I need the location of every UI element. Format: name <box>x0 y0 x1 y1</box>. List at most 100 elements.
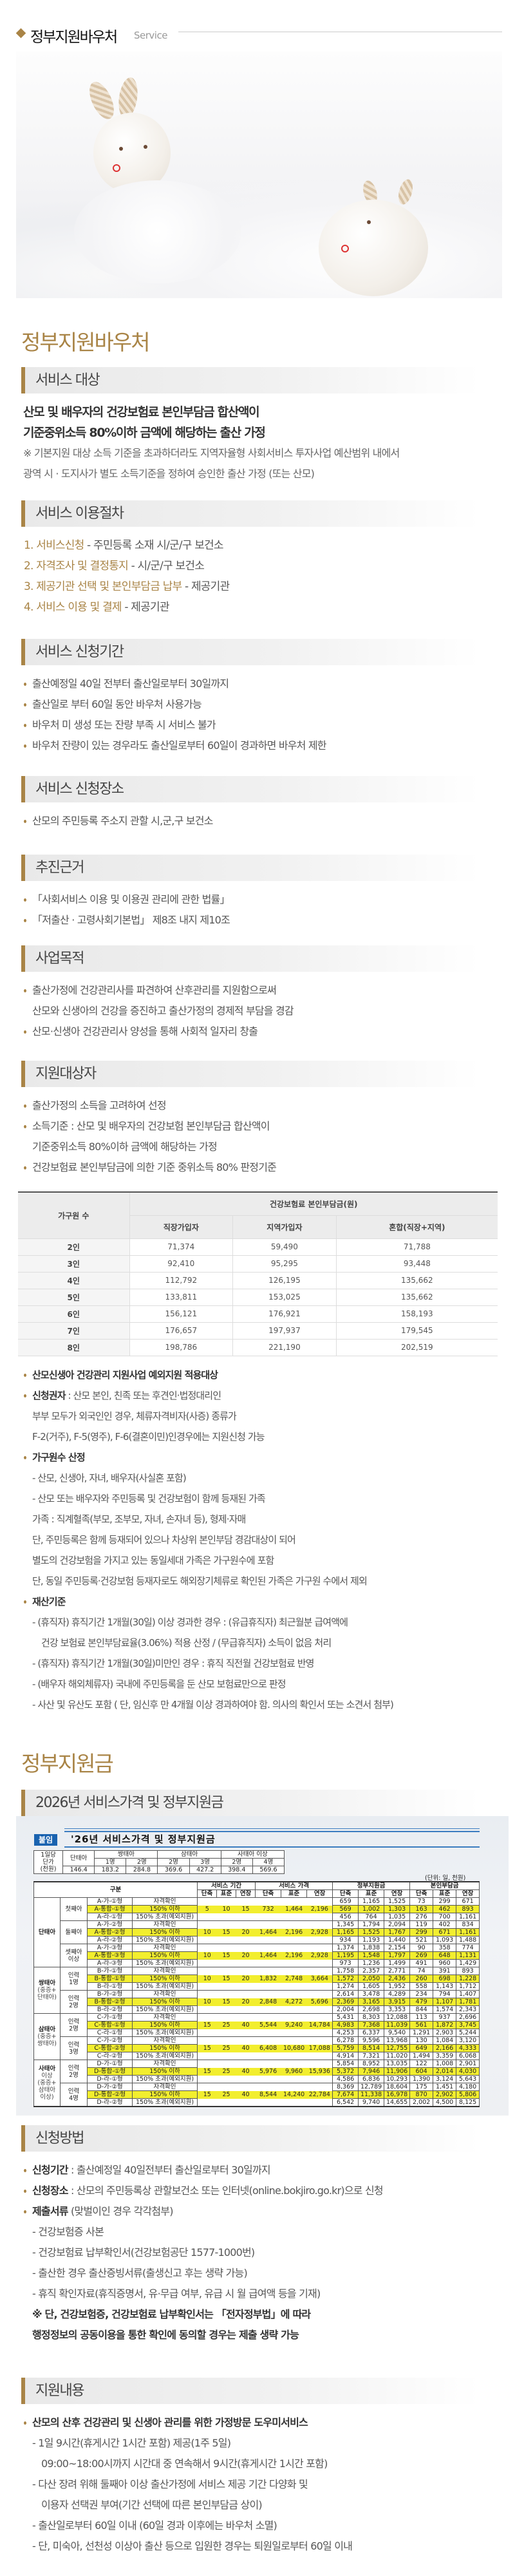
self-pay: 299 <box>433 1897 457 1906</box>
self-pay: 4,500 <box>433 2098 457 2107</box>
table-row: D-라-②형 150% 초과(예외지원) 6,542 9,740 14,655 2,002… <box>34 2098 480 2107</box>
hero-image-plush-toys <box>16 52 502 298</box>
voucher-code: A-통합-①형 <box>87 1905 133 1913</box>
table-row: B-라-②형 150% 초과(예외지원) 2,004 2,698 3,353 844 1,5… <box>34 2005 480 2014</box>
premium-value: 153,025 <box>232 1289 337 1306</box>
line-text: - 산모 또는 배우자와 주민등록 및 건강보험이 함께 등재된 가족 <box>32 1493 266 1504</box>
household-size: 2인 <box>18 1238 130 1256</box>
line-text: 출산가정의 소득을 고려하여 선정 <box>32 1099 167 1112</box>
unit-label: (단위: 일, 천원) <box>425 1875 466 1882</box>
list-line: 행정정보의 공동이용을 통한 확인에 동의할 경우는 제출 생략 가능 <box>21 2325 504 2345</box>
service-price: 5,696 <box>306 1990 333 2014</box>
gov-support: 456 <box>332 1913 359 1921</box>
gov-support: 5,854 <box>332 2060 359 2068</box>
line-text: 별도의 건강보험을 가지고 있는 동일세대 가족은 가구원수에 포함 <box>32 1555 274 1566</box>
income-criteria: 자격확인 <box>131 2083 198 2091</box>
self-pay: 2,696 <box>456 2013 480 2022</box>
self-pay: 391 <box>433 1967 457 1975</box>
service-period: 15 <box>216 1967 236 1991</box>
list-line: ※ 기본지원 대상 소득 기준을 초과하더라도 지역자율형 사회서비스 투자사업… <box>21 443 504 464</box>
service-price-table: 구분 서비스 기간 서비스 가격 정부지원금 본인부담금 단축 표준 연장 단축 표준 연장 단축 표준… <box>33 1881 480 2107</box>
service-period: 15 <box>197 2013 217 2037</box>
voucher-code: B-통합-②형 <box>87 1998 133 2006</box>
income-criteria: 자격확인 <box>131 2036 198 2045</box>
gov-support: 6,542 <box>332 2098 359 2107</box>
self-pay: 1,161 <box>456 1928 480 1937</box>
list-line: 별도의 건강보험을 가지고 있는 동일세대 가족은 가구원수에 포함 <box>21 1550 504 1571</box>
voucher-code: B-가-②형 <box>87 1990 133 1998</box>
line-text: 산모의 주민등록 주소지 관할 시,군,구 보건소 <box>32 815 213 827</box>
gov-support: 3,353 <box>384 2005 411 2014</box>
order-or-staff: 인력 1명 <box>60 1967 88 1991</box>
table-row: A-라-②형 150% 초과(예외지원) 934 1,193 1,440 521 1,093… <box>34 1936 480 1944</box>
self-pay: 671 <box>433 1928 457 1937</box>
gov-support: 7,674 <box>332 2090 359 2099</box>
service-price: 1,464 <box>255 1920 281 1944</box>
voucher-code: D-가-②형 <box>87 2083 133 2091</box>
service-price: 1,464 <box>255 1944 281 1967</box>
self-pay: 269 <box>409 1951 434 1960</box>
gov-support: 13,968 <box>384 2036 411 2045</box>
self-pay: 3,359 <box>433 2052 457 2060</box>
service-price: 2,196 <box>306 1897 333 1921</box>
table-row: C-라-①형 150% 초과(예외지원) 4,253 6,337 9,540 1,291 2… <box>34 2029 480 2037</box>
self-pay: 1,291 <box>409 2029 434 2037</box>
self-pay: 1,781 <box>456 1998 480 2006</box>
birth-type: 쌍태아 (중증+ 단태아) <box>33 1967 61 2014</box>
order-or-staff: 인력 2명 <box>60 2060 88 2083</box>
list-line: 재산기준 <box>21 1591 504 1612</box>
single-birth: 단태아 <box>62 1850 95 1866</box>
gov-support: 8,952 <box>358 2060 385 2068</box>
list-line: 산모 및 배우자의 건강보험료 본인부담금 합산액이 <box>21 402 504 422</box>
line-text: 09:00~18:00시까지 시간대 중 연속해서 9시간(휴게시간 1시간 포… <box>41 2458 328 2470</box>
birth-group: 삼태아 <box>157 1850 221 1859</box>
gov-support: 4,914 <box>332 2052 359 2060</box>
header-subtitle: Service <box>134 30 167 41</box>
self-pay: 130 <box>409 2036 434 2045</box>
table-row: A-통합-②형 150% 이하 1,165 1,525 1,767 299 671 1,161 <box>34 1928 480 1937</box>
gov-support: 1,548 <box>358 1951 385 1960</box>
voucher-title: 정부지원바우처 <box>21 330 151 355</box>
order-or-staff: 첫째아 <box>60 1897 88 1921</box>
line-text: - 휴직 확인자료(휴직증명서, 유·무급 여부, 유급 시 월 급여액 등을 … <box>32 2287 321 2300</box>
birth-type-line: 단태아) <box>37 1994 57 2001</box>
price-table-title: '26년 서비스가격 및 정부지원금 <box>64 1828 480 1848</box>
household-size: 7인 <box>18 1322 130 1340</box>
daily-rate: 284.8 <box>126 1866 158 1874</box>
list-line: 2. 자격조사 및 결정통지 - 시/군/구 보건소 <box>21 556 504 576</box>
table-row: B-통합-①형 150% 이하 1,572 2,050 2,436 260 698 1,228 <box>34 1975 480 1983</box>
table-row: 셋째아 이상 A-가-③형 자격확인 10 15 20 1,464 2,196 2,928 1,37… <box>34 1944 480 1967</box>
table-row: B-통합-②형 150% 이하 2,369 3,165 3,915 479 1,107 1,7… <box>34 1998 480 2006</box>
staff-count: 2명 <box>157 1858 190 1866</box>
gov-support: 2,004 <box>332 2005 359 2014</box>
table-row: 2인 71,374 59,490 71,788 <box>18 1238 498 1256</box>
gov-support: 1,838 <box>358 1944 385 1952</box>
self-pay: 5,244 <box>456 2029 480 2037</box>
voucher-code: C-라-①형 <box>87 2029 133 2037</box>
section-list: 출산예정일 40일 전부터 출산일로부터 30일까지 출산일로 부터 60일 동안… <box>21 674 504 756</box>
list-line: 부부 모두가 외국인인 경우, 체류자격비자(사증) 종류가 <box>21 1406 504 1426</box>
income-criteria: 자격확인 <box>131 1920 198 1929</box>
premium-value: 176,657 <box>129 1322 234 1340</box>
gov-support: 6,836 <box>358 2075 385 2083</box>
gov-support: 11,039 <box>384 2021 411 2029</box>
order-line: 이상 <box>68 1955 80 1963</box>
list-line: 소득기준 : 산모 및 배우자의 건강보험 본인부담금 합산액이 <box>21 1116 504 1137</box>
self-pay: 648 <box>433 1951 457 1960</box>
premium-value: 158,193 <box>336 1305 498 1323</box>
line-text: 광역 시 · 도지사가 별도 소득기준을 정하여 승인한 출산 가정 (또는 산… <box>23 468 315 480</box>
line-text: - 산모, 신생아, 자녀, 배우자(사실혼 포함) <box>32 1472 187 1484</box>
section-list: 산모의 산후 건강관리 및 신생아 관리를 위한 가정방문 도우미서비스 - 1일… <box>21 2412 504 2557</box>
income-criteria: 자격확인 <box>131 2060 198 2068</box>
income-criteria-table: 가구원 수 건강보험료 본인부담금(원) 직장가입자 지역가입자 혼합(직장+지… <box>18 1191 498 1356</box>
list-line: 광역 시 · 도지사가 별도 소득기준을 정하여 승인한 출산 가정 (또는 산… <box>21 464 504 484</box>
section-header: 서비스 대상 <box>21 367 480 393</box>
gov-support: 6,278 <box>332 2036 359 2045</box>
self-pay: 649 <box>409 2044 434 2052</box>
table-row: 둘째아 A-가-②형 자격확인 10 15 20 1,464 2,196 2,928 1,345 1… <box>34 1920 480 1944</box>
voucher-code: A-라-②형 <box>87 1936 133 1944</box>
line-text: 「저출산 · 고령사회기본법」 제8조 내지 제10조 <box>32 914 230 926</box>
gov-support: 2,369 <box>332 1998 359 2006</box>
gov-support: 1,525 <box>384 1897 411 1906</box>
